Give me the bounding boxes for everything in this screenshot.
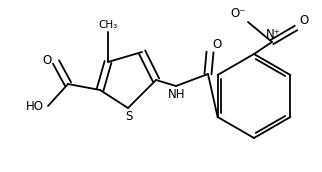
Text: O: O xyxy=(299,14,308,27)
Text: CH₃: CH₃ xyxy=(99,20,118,30)
Text: O: O xyxy=(43,55,52,67)
Text: O: O xyxy=(212,38,221,51)
Text: O⁻: O⁻ xyxy=(231,7,246,20)
Text: N⁺: N⁺ xyxy=(266,28,280,41)
Text: NH: NH xyxy=(168,88,186,101)
Text: HO: HO xyxy=(26,100,44,114)
Text: S: S xyxy=(125,110,133,123)
